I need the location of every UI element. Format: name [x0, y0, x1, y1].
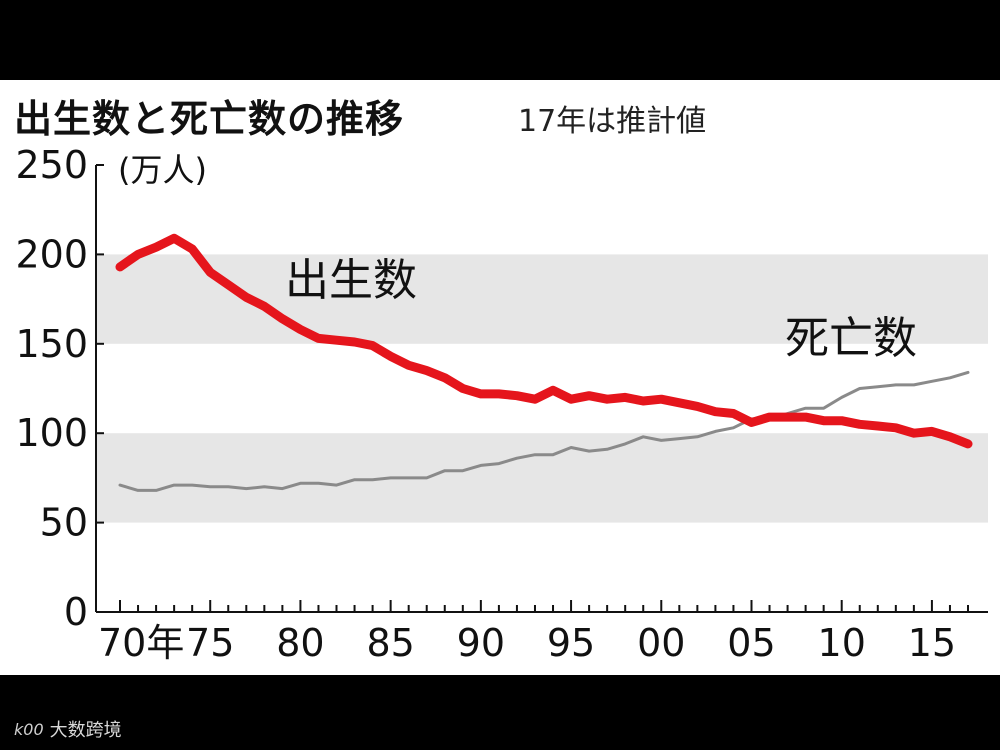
x-tick-label-1990: 90 — [457, 621, 505, 665]
watermark-logo: k00 — [14, 719, 44, 739]
y-tick-label-100: 100 — [15, 411, 88, 455]
x-tick-label-1995: 95 — [547, 621, 595, 665]
y-tick-label-50: 50 — [40, 501, 88, 545]
y-tick-label-200: 200 — [15, 232, 88, 276]
y-tick-label-150: 150 — [15, 322, 88, 366]
x-tick-label-1975: 75 — [186, 621, 234, 665]
x-tick-label-2010: 10 — [818, 621, 866, 665]
chart-panel: 出生数と死亡数の推移 17年は推計値 0 50 100 150 200 250 (万人) 70… — [0, 80, 1000, 675]
y-tick-label-250: 250 — [15, 143, 88, 187]
y-unit-label: (万人) — [118, 151, 207, 189]
x-tick-label-1970: 70年 — [98, 621, 184, 665]
line-chart: 0 50 100 150 200 250 (万人) 70年 75 80 85 90 95 00 05 10 15… — [15, 143, 988, 665]
birth-series-label: 出生数 — [285, 255, 417, 306]
watermark: k00 大数跨境 — [14, 716, 122, 742]
y-tick-label-0: 0 — [64, 590, 88, 634]
x-tick-label-1980: 80 — [276, 621, 324, 665]
chart-title: 出生数と死亡数の推移 — [14, 97, 405, 141]
chart-subtitle: 17年は推計値 — [518, 104, 707, 139]
shaded-band-1 — [96, 433, 988, 523]
x-tick-label-1985: 85 — [366, 621, 414, 665]
x-tick-label-2015: 15 — [908, 621, 956, 665]
x-tick-label-2000: 00 — [637, 621, 685, 665]
birth-series-line — [115, 233, 973, 449]
watermark-text: 大数跨境 — [49, 720, 122, 741]
death-series-line — [118, 370, 970, 492]
x-tick-label-2005: 05 — [727, 621, 775, 665]
death-series-label: 死亡数 — [785, 313, 917, 364]
